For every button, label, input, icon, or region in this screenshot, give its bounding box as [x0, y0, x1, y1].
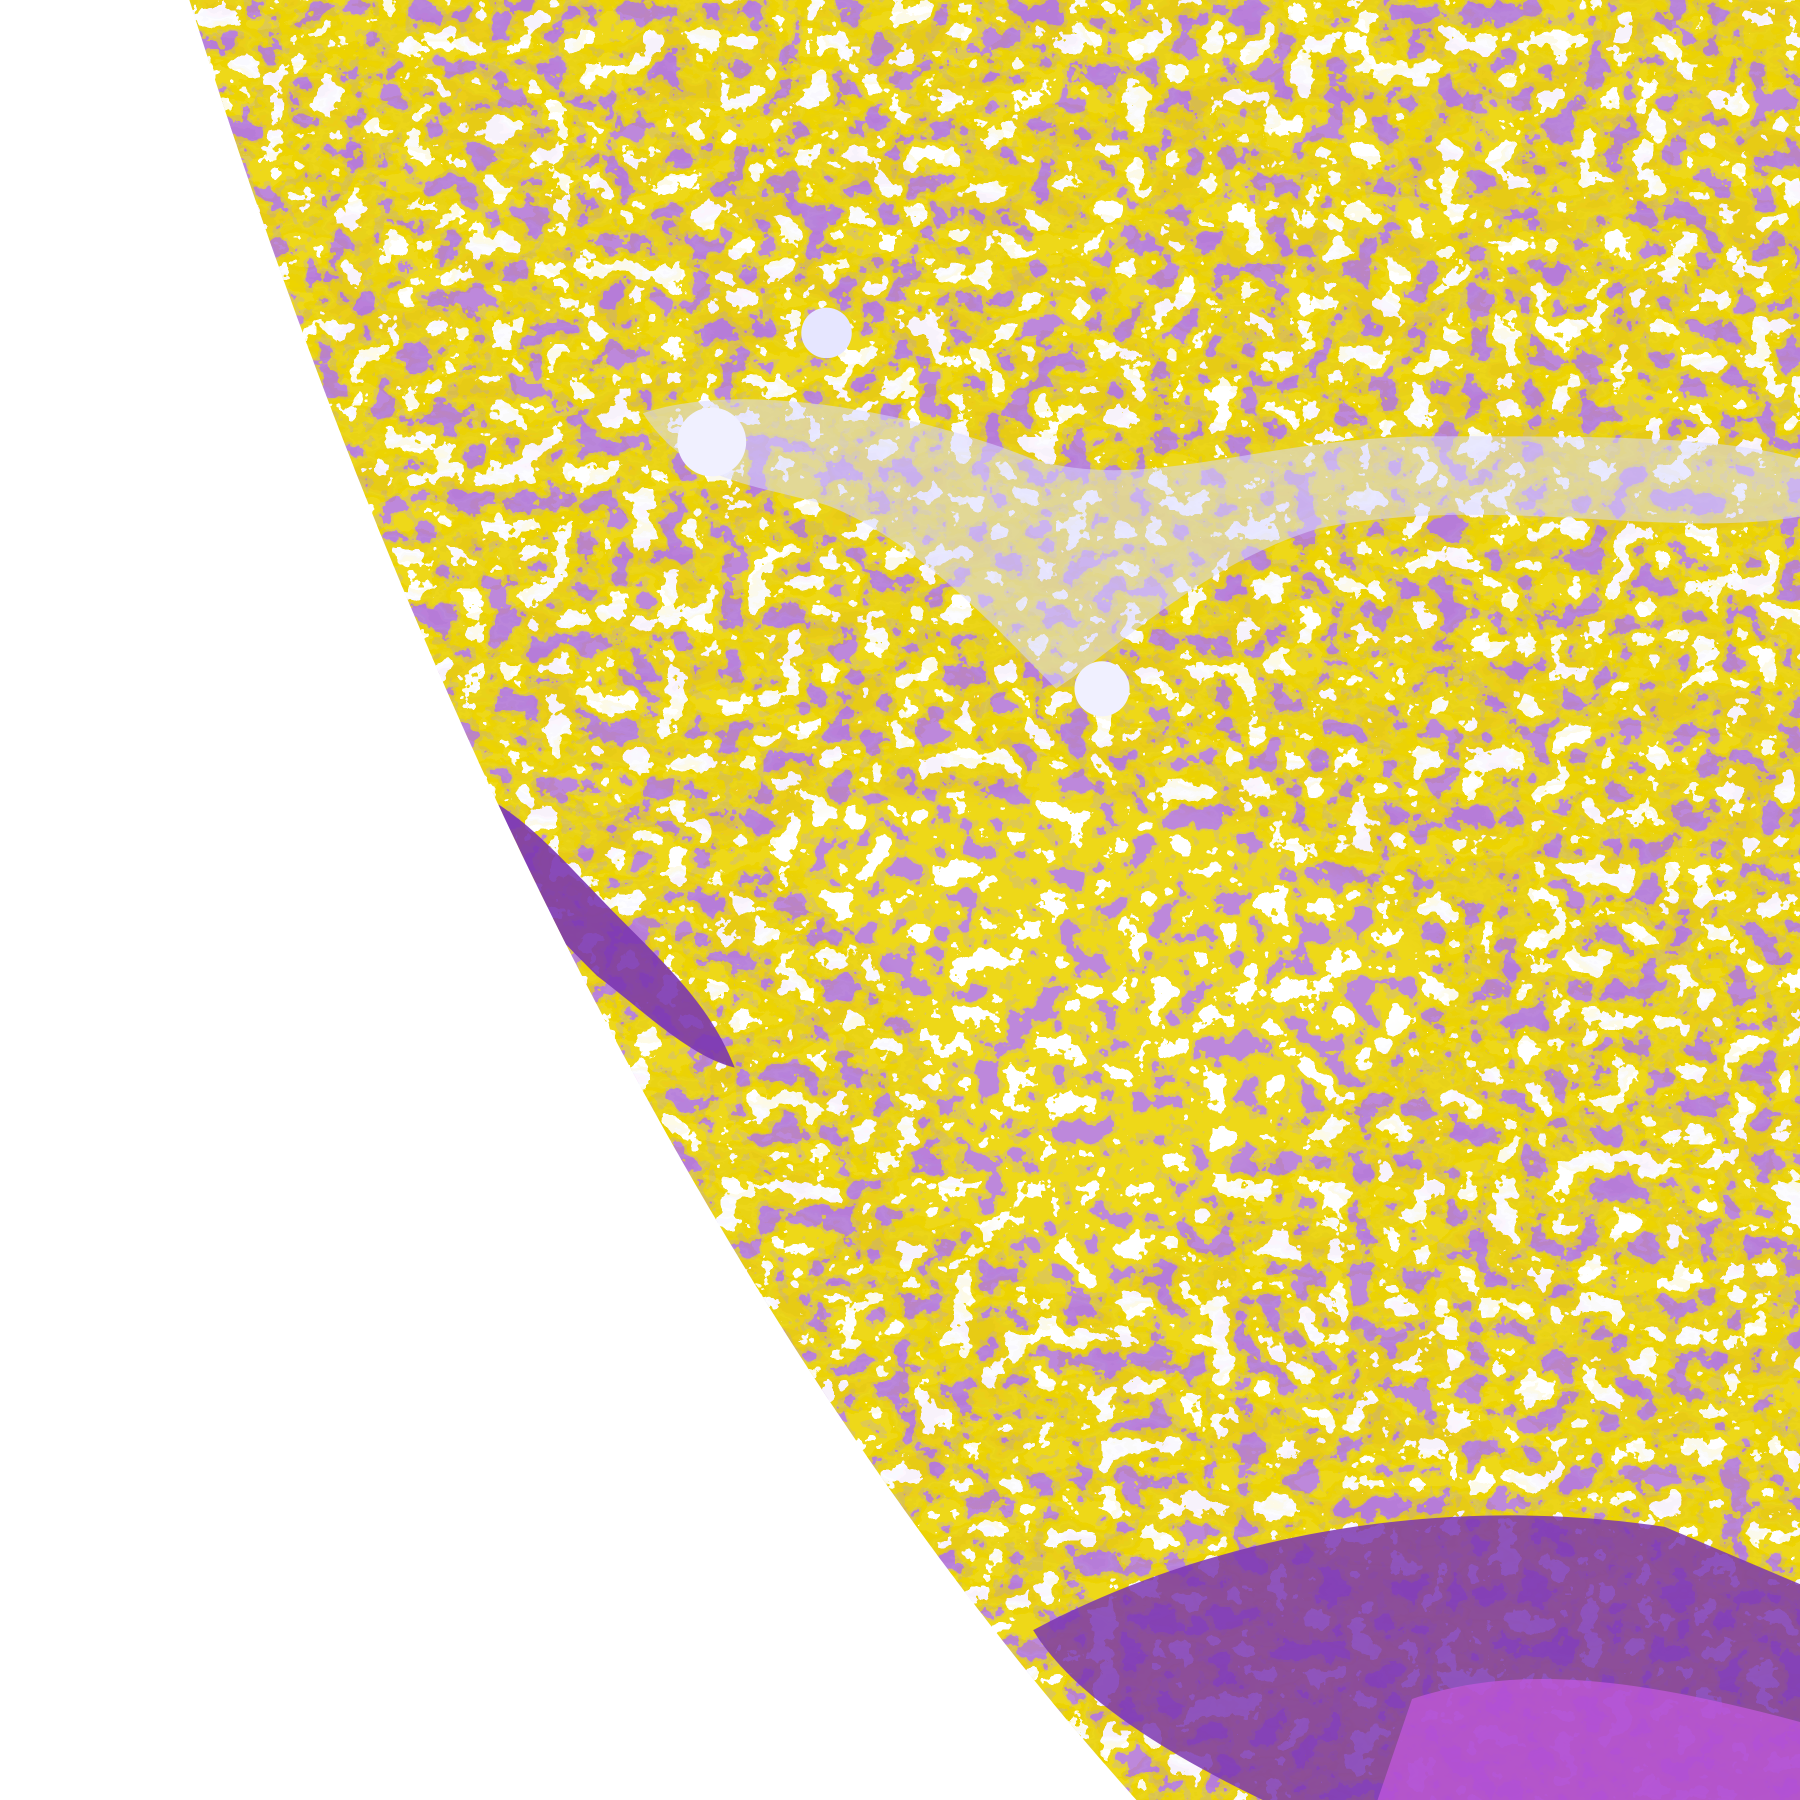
cloud-top — [1074, 661, 1130, 717]
storm-system — [1145, 1054, 1800, 1550]
convective-belt — [642, 399, 1800, 689]
cloud-top — [801, 307, 852, 359]
cloud-top — [677, 407, 747, 477]
limb-cloud — [470, 792, 735, 1068]
clear-sky-region — [780, 793, 1447, 1297]
cold-cloud-band-core — [1377, 1678, 1800, 1800]
